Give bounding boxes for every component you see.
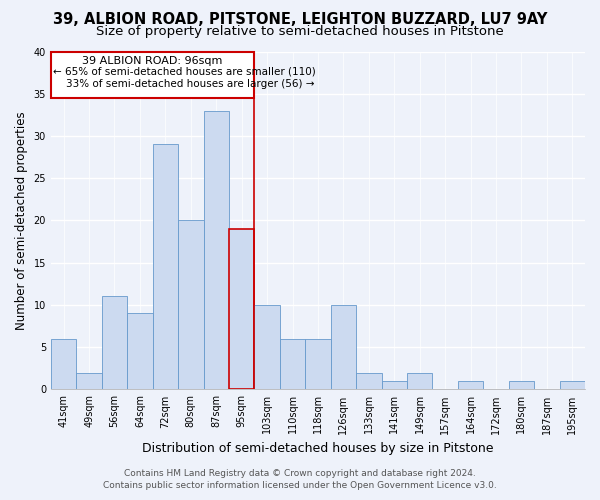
Bar [331, 305, 356, 390]
Text: 39 ALBION ROAD: 96sqm: 39 ALBION ROAD: 96sqm [82, 56, 223, 66]
Bar [407, 372, 433, 390]
Bar [280, 338, 305, 390]
Bar [229, 229, 254, 390]
X-axis label: Distribution of semi-detached houses by size in Pitstone: Distribution of semi-detached houses by … [142, 442, 494, 455]
Text: Size of property relative to semi-detached houses in Pitstone: Size of property relative to semi-detach… [96, 25, 504, 38]
Bar [254, 305, 280, 390]
Text: ← 65% of semi-detached houses are smaller (110): ← 65% of semi-detached houses are smalle… [53, 66, 316, 76]
Bar [509, 381, 534, 390]
Bar [560, 381, 585, 390]
Bar [102, 296, 127, 390]
Bar [203, 110, 229, 390]
Bar [458, 381, 483, 390]
Text: 33% of semi-detached houses are larger (56) →: 33% of semi-detached houses are larger (… [66, 78, 314, 88]
Text: Contains HM Land Registry data © Crown copyright and database right 2024.
Contai: Contains HM Land Registry data © Crown c… [103, 468, 497, 490]
Bar [127, 314, 152, 390]
Bar [178, 220, 203, 390]
Bar [152, 144, 178, 390]
Bar [356, 372, 382, 390]
Bar [382, 381, 407, 390]
Bar [51, 338, 76, 390]
Polygon shape [51, 52, 254, 98]
Bar [305, 338, 331, 390]
Bar [76, 372, 102, 390]
Text: 39, ALBION ROAD, PITSTONE, LEIGHTON BUZZARD, LU7 9AY: 39, ALBION ROAD, PITSTONE, LEIGHTON BUZZ… [53, 12, 547, 28]
Y-axis label: Number of semi-detached properties: Number of semi-detached properties [15, 111, 28, 330]
